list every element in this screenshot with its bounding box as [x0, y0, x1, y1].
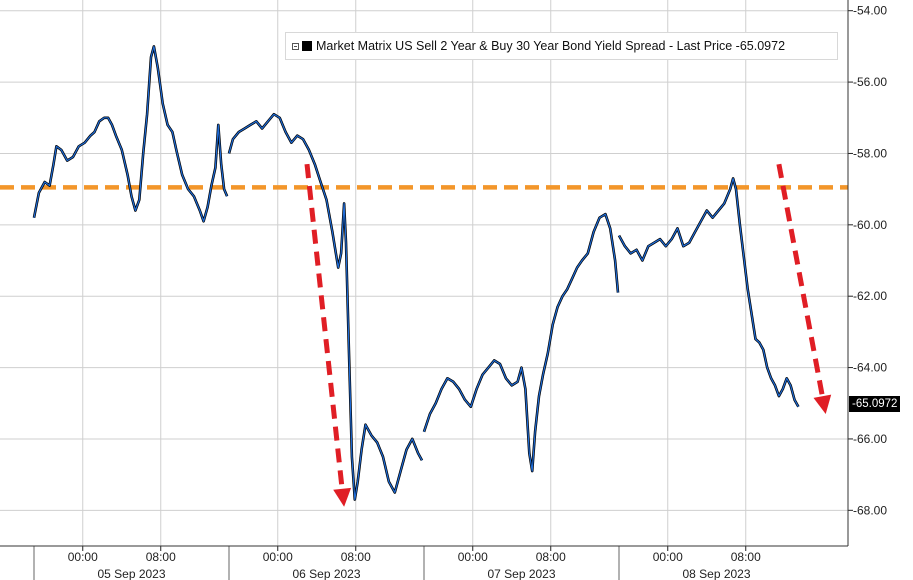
series-line [618, 177, 799, 408]
x-tick-label: 08:00 [731, 550, 761, 564]
legend-label: Market Matrix US Sell 2 Year & Buy 30 Ye… [316, 39, 786, 53]
y-tick-label: -66.00 [853, 432, 887, 446]
arrow-layer [304, 163, 832, 507]
y-tick-label: -60.00 [853, 218, 887, 232]
y-tick-label: -68.00 [853, 503, 887, 517]
x-tick-label: 00:00 [263, 550, 293, 564]
y-tick-label: -54.00 [853, 4, 887, 18]
arrow-shaft [304, 163, 345, 490]
x-tick-label: 00:00 [458, 550, 488, 564]
series-line [33, 45, 228, 222]
day-label: 06 Sep 2023 [292, 567, 360, 580]
y-tick-label: -62.00 [853, 289, 887, 303]
x-tick-label: 08:00 [146, 550, 176, 564]
legend-toggle-icon[interactable] [292, 42, 299, 50]
y-tick-label: -58.00 [853, 146, 887, 160]
day-label: 05 Sep 2023 [97, 567, 165, 580]
series-line-shadow [227, 112, 424, 501]
series-line [228, 113, 423, 501]
arrow-shaft [776, 163, 825, 397]
series-line [423, 213, 619, 472]
x-tick-label: 00:00 [68, 550, 98, 564]
arrow-head [333, 487, 352, 507]
last-price-tag: -65.0972 [849, 396, 901, 412]
legend: Market Matrix US Sell 2 Year & Buy 30 Ye… [285, 32, 838, 60]
series-line-shadow [422, 212, 620, 473]
y-tick-label: -64.00 [853, 361, 887, 375]
legend-swatch [302, 41, 312, 51]
axes: -54.00 -56.00 -58.00 -60.00 -62.00 -64.00 -66.… [0, 0, 887, 580]
series-layer [32, 45, 800, 501]
x-tick-label: 00:00 [653, 550, 683, 564]
day-label: 07 Sep 2023 [487, 567, 555, 580]
grid-lines [0, 0, 848, 546]
y-tick-label: -56.00 [853, 75, 887, 89]
x-tick-label: 08:00 [536, 550, 566, 564]
day-label: 08 Sep 2023 [682, 567, 750, 580]
arrow-head [813, 394, 832, 414]
series-line-shadow [32, 45, 229, 223]
x-tick-label: 08:00 [341, 550, 371, 564]
